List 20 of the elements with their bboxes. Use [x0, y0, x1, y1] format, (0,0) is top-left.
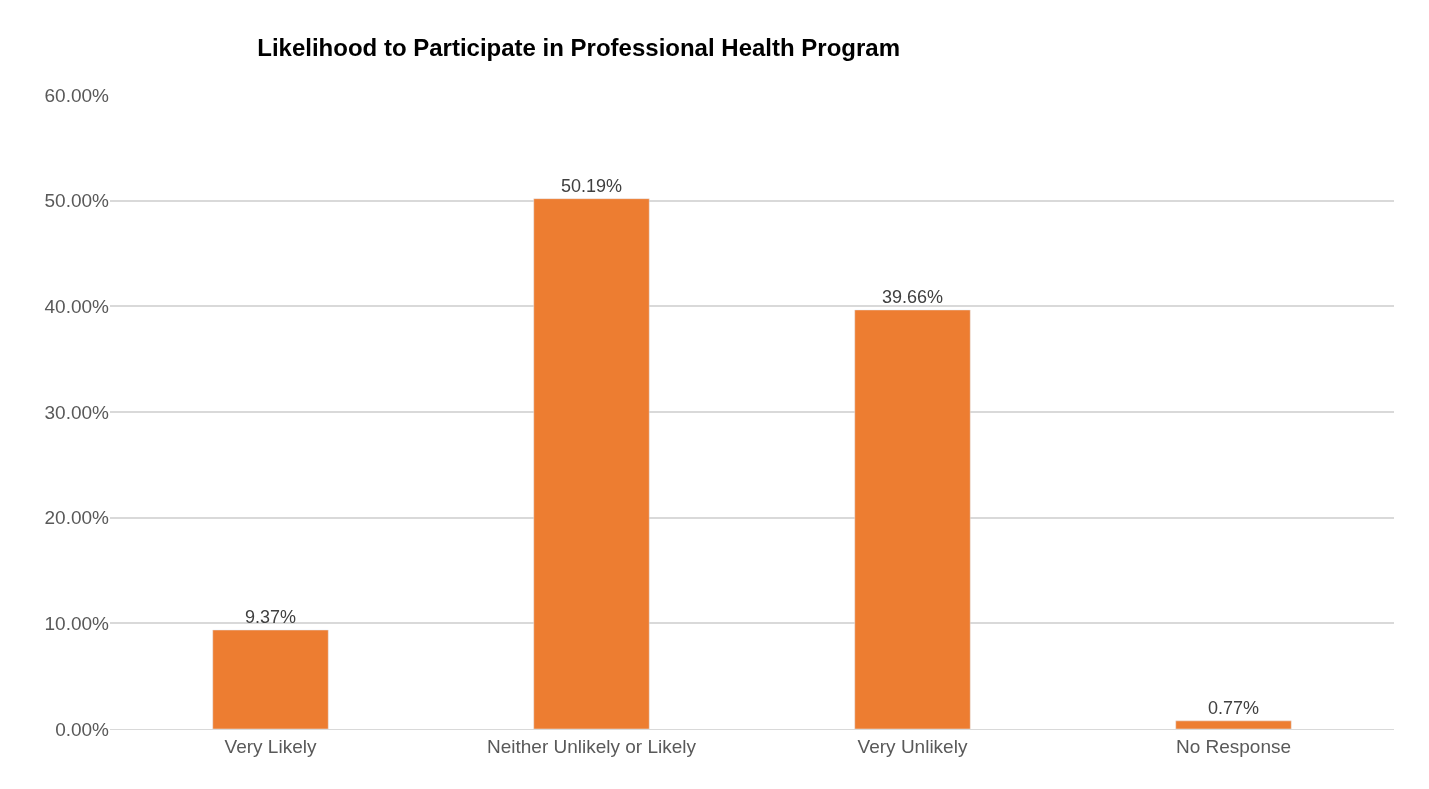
x-tick-label: Neither Unlikely or Likely [486, 735, 697, 757]
bar [1175, 720, 1292, 729]
y-tick-label: 30.00% [44, 401, 110, 423]
bar [212, 629, 329, 729]
data-label: 39.66% [881, 286, 944, 307]
x-tick-label: Very Unlikely [857, 735, 968, 757]
data-label: 0.77% [1207, 697, 1260, 718]
y-tick-label: 0.00% [55, 718, 110, 740]
y-tick-label: 60.00% [44, 84, 110, 106]
y-tick-label: 10.00% [44, 612, 110, 634]
bar [854, 309, 971, 729]
y-tick-label: 20.00% [44, 507, 110, 529]
x-tick-label: Very Likely [224, 735, 317, 757]
y-tick-label: 50.00% [44, 190, 110, 212]
x-tick-label: No Response [1175, 735, 1292, 757]
data-label: 9.37% [244, 606, 297, 627]
data-label: 50.19% [560, 175, 623, 196]
chart-title: Likelihood to Participate in Professional Health Program [257, 34, 901, 62]
y-tick-label: 40.00% [44, 295, 110, 317]
bar [533, 198, 650, 729]
